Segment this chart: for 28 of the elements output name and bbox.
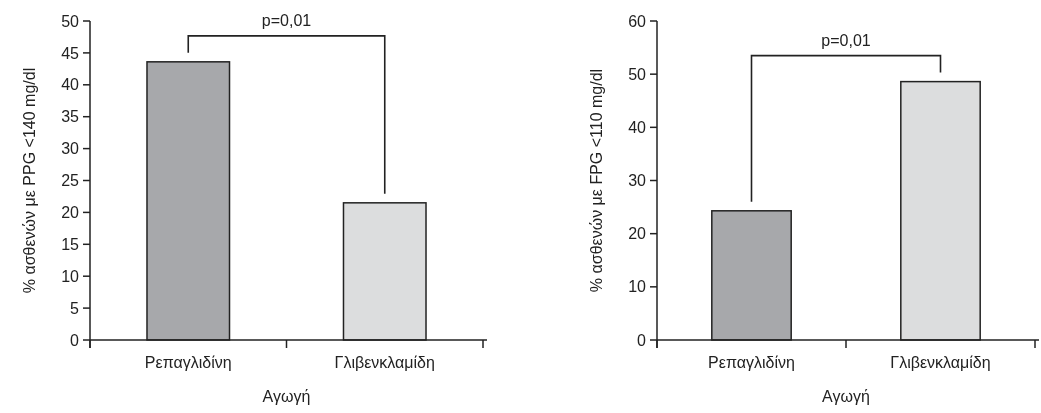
x-tick-label: Ρεπαγλιδίνη (144, 354, 232, 371)
y-tick-label: 40 (61, 76, 80, 94)
x-tick-label: Γλιβενκλαμίδη (334, 354, 435, 371)
y-tick-label: 0 (70, 331, 80, 349)
x-tick-label: Ρεπαγλιδίνη (708, 354, 795, 371)
y-tick-label: 20 (628, 225, 647, 243)
y-axis-title: % ασθενών με PPG <140 mg/dl (21, 67, 38, 294)
y-tick-label: 30 (61, 140, 80, 158)
y-tick-label: 40 (628, 118, 647, 136)
annotation: p=0,01 (261, 11, 312, 29)
x-axis-title: Αγωγή (822, 388, 870, 405)
y-tick-label: 60 (628, 12, 647, 30)
y-tick-label: 20 (61, 204, 80, 221)
y-axis-title: % ασθενών με FPG <110 mg/dl (588, 68, 605, 293)
y-tick-label: 10 (61, 267, 80, 285)
y-tick-label: 5 (70, 299, 80, 317)
x-axis-title: Αγωγή (262, 388, 311, 405)
y-tick-label: 15 (61, 235, 80, 253)
y-tick-label: 35 (61, 108, 80, 126)
y-tick-label: 30 (628, 172, 647, 190)
y-tick-label: 50 (61, 12, 80, 30)
y-tick-label: 25 (61, 172, 80, 190)
y-tick-label: 0 (637, 331, 647, 349)
y-tick-label: 45 (61, 44, 80, 62)
y-tick-label: 10 (628, 278, 647, 296)
y-tick-label: 50 (628, 65, 647, 83)
x-tick-label: Γλιβενκλαμίδη (890, 354, 991, 371)
annotation: p=0,01 (821, 31, 871, 49)
